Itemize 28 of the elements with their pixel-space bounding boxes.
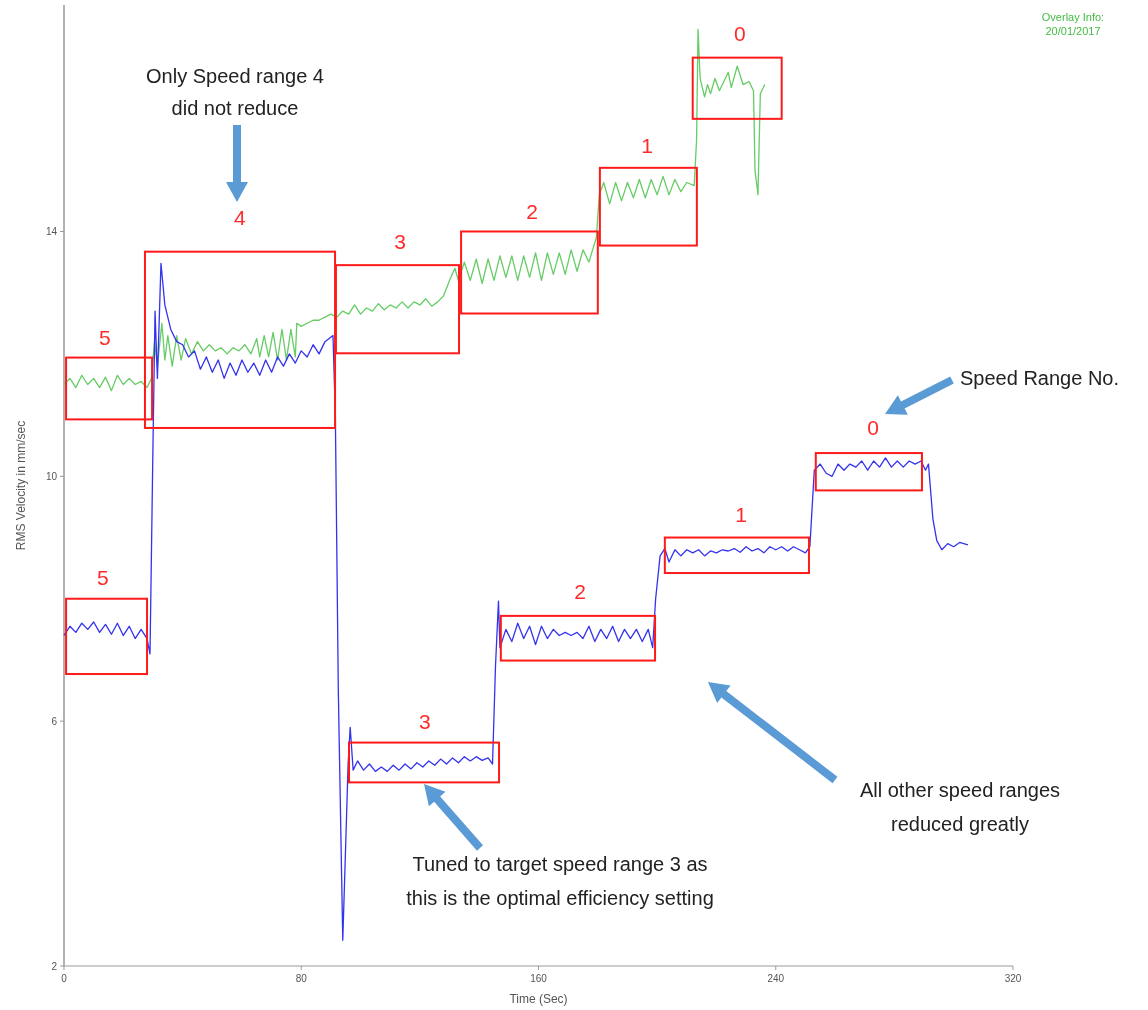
annotation: Tuned to target speed range 3 as this is the optimal efficiency setting <box>406 853 714 910</box>
text: Overlay Info: 20/01/2017 <box>1041 10 1105 37</box>
annotation: 2 <box>526 200 538 224</box>
y-tick-label: 14 <box>45 226 58 238</box>
y-axis-title: RMS Velocity in mm/sec <box>14 420 28 551</box>
annotation: 1 <box>735 502 747 526</box>
annotation: 2 <box>574 579 586 603</box>
x-tick-label: 0 <box>61 973 68 984</box>
annotation: 5 <box>99 325 111 349</box>
x-tick-label: 80 <box>295 973 308 984</box>
x-tick-label: 320 <box>1004 973 1022 984</box>
annotation: 3 <box>394 230 406 254</box>
x-tick-label: 160 <box>530 973 548 984</box>
annotation: 3 <box>419 710 431 734</box>
annotation: 4 <box>234 205 247 229</box>
annotation: 0 <box>867 415 879 439</box>
line-series <box>63 28 766 392</box>
y-tick-label: 6 <box>51 716 58 728</box>
y-tick-label: 2 <box>51 961 58 972</box>
annotation: All other speed ranges reduced greatly <box>859 779 1061 836</box>
annotation: Speed Range No. <box>960 367 1120 390</box>
y-tick-label: 10 <box>45 471 58 483</box>
annotation: 1 <box>641 134 653 158</box>
x-axis-title: Time (Sec) <box>509 992 568 1006</box>
annotation: 5 <box>97 565 109 589</box>
x-tick-label: 240 <box>767 973 785 984</box>
annotation: Only Speed range 4 did not reduce <box>146 65 324 120</box>
annotation: 0 <box>734 21 746 45</box>
